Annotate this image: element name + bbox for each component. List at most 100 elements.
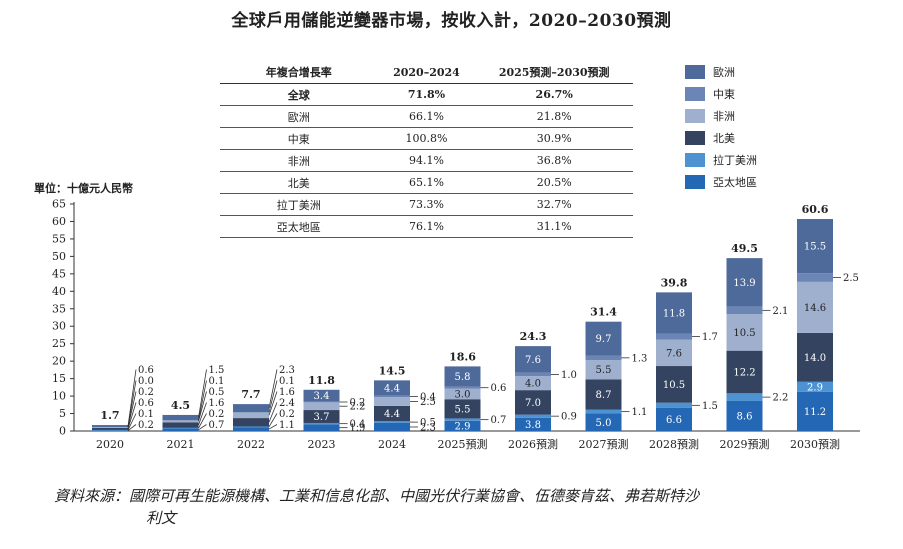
x-tick-label: 2026預測: [508, 437, 558, 451]
table-row: 中東 100.8% 30.9%: [220, 127, 633, 150]
stacked-bar-chart: 051015202530354045505560651.720200.20.10…: [52, 198, 860, 451]
bar-segment: [797, 332, 833, 382]
bar-segment: [162, 422, 199, 428]
table-cell: 94.1%: [377, 149, 476, 172]
legend-item-latin-america: 拉丁美洲: [685, 151, 757, 168]
bar-total-label: 7.7: [241, 388, 260, 401]
bar-total-label: 39.8: [661, 276, 688, 289]
bar-segment: [797, 281, 833, 333]
y-tick-label: 15: [52, 372, 66, 385]
segment-value-label: 1.7: [702, 332, 718, 343]
segment-value-label: 1.6: [279, 387, 295, 398]
segment-value-label: 2.2: [350, 402, 366, 413]
segment-value-label: 7.6: [525, 355, 541, 366]
x-tick-label: 2024: [378, 438, 406, 451]
segment-value-label: 7.0: [525, 398, 541, 409]
table-cell: 71.8%: [377, 83, 476, 106]
bar-segment: [374, 380, 410, 396]
legend: 歐洲 中東 非洲 北美 拉丁美洲 亞太地區: [685, 63, 757, 195]
legend-swatch: [685, 86, 705, 101]
y-tick-label: 5: [59, 407, 66, 420]
x-tick-label: 2030預測: [790, 437, 840, 451]
segment-value-label: 1.1: [632, 407, 648, 418]
bar-segment: [585, 355, 622, 361]
segment-value-label: 2.5: [420, 397, 436, 408]
legend-item-europe: 歐洲: [685, 63, 757, 80]
bar-segment: [797, 381, 833, 392]
table-row: 非洲 94.1% 36.8%: [220, 149, 633, 172]
bar-segment: [797, 273, 833, 282]
bar-total-label: 49.5: [731, 242, 758, 255]
bar-total-label: 14.5: [379, 364, 406, 377]
x-tick-label: 2020: [96, 438, 124, 451]
segment-value-label: 1.5: [209, 365, 225, 376]
bar-segment: [374, 397, 410, 406]
table-cell: 歐洲: [220, 105, 378, 128]
bar-total-label: 4.5: [171, 399, 190, 412]
table-row: 北美 65.1% 20.5%: [220, 171, 633, 194]
callout-line: [198, 391, 207, 422]
x-tick-label: 2029預測: [720, 437, 770, 451]
segment-value-label: 3.0: [455, 389, 471, 400]
y-tick-label: 20: [52, 355, 66, 368]
segment-value-label: 0.6: [138, 398, 154, 409]
x-tick-label: 2022: [237, 438, 265, 451]
bar-segment: [515, 372, 551, 377]
table-cell: 32.7%: [475, 193, 633, 216]
bar-segment: [515, 376, 551, 391]
bar-segment: [726, 400, 763, 431]
callout-line: [268, 413, 278, 428]
bar-segment: [656, 333, 692, 340]
segment-value-label: 6.6: [666, 415, 682, 426]
segment-value-label: 2.1: [773, 306, 789, 317]
segment-value-label: 15.5: [804, 242, 826, 253]
bar-segment: [92, 425, 128, 428]
segment-value-label: 1.9: [350, 423, 366, 434]
callout-line: [198, 424, 207, 431]
segment-value-label: 1.1: [279, 420, 295, 431]
legend-item-north-america: 北美: [685, 129, 757, 146]
segment-value-label: 2.3: [279, 365, 295, 376]
y-tick-label: 10: [52, 390, 66, 403]
segment-value-label: 0.5: [209, 387, 225, 398]
table-cell: 中東: [220, 127, 378, 150]
bar-segment: [374, 405, 410, 422]
bar-segment: [233, 427, 269, 431]
callout-line: [268, 391, 278, 416]
table-row: 全球 71.8% 26.7%: [220, 83, 633, 106]
y-tick-label: 55: [52, 232, 66, 245]
table-cell: 20.5%: [475, 171, 633, 194]
y-tick-label: 35: [52, 302, 66, 315]
bar-segment: [444, 420, 481, 431]
callout-line: [268, 369, 278, 409]
bar-segment: [656, 339, 692, 367]
legend-label: 亞太地區: [713, 175, 757, 189]
segment-value-label: 0.4: [420, 392, 436, 403]
segment-value-label: 0.1: [138, 409, 154, 420]
table-header-row: 年複合增長率 2020–2024 2025預測–2030預測: [220, 61, 633, 84]
x-tick-label: 2023: [308, 438, 336, 451]
segment-value-label: 13.9: [733, 278, 755, 289]
legend-item-asia-pacific: 亞太地區: [685, 173, 757, 190]
segment-value-label: 0.7: [491, 415, 507, 426]
bar-segment: [92, 427, 128, 428]
segment-value-label: 0.2: [138, 420, 154, 431]
bar-segment: [374, 395, 410, 398]
bar-segment: [303, 410, 340, 423]
bar-total-label: 24.3: [520, 330, 547, 343]
x-tick-label: 2025預測: [438, 437, 488, 451]
legend-swatch: [685, 174, 705, 189]
segment-value-label: 3.4: [314, 391, 330, 402]
bar-segment: [656, 366, 692, 403]
bar-segment: [303, 401, 340, 403]
y-tick-label: 45: [52, 267, 66, 280]
segment-value-label: 0.6: [138, 365, 154, 376]
bar-segment: [585, 409, 622, 414]
bar-segment: [726, 258, 763, 307]
y-tick-label: 30: [52, 320, 66, 333]
legend-label: 北美: [713, 131, 735, 145]
segment-value-label: 4.4: [384, 409, 400, 420]
callout-line: [198, 380, 207, 421]
table-row: 拉丁美洲 73.3% 32.7%: [220, 193, 633, 216]
table-cell: 非洲: [220, 149, 378, 172]
